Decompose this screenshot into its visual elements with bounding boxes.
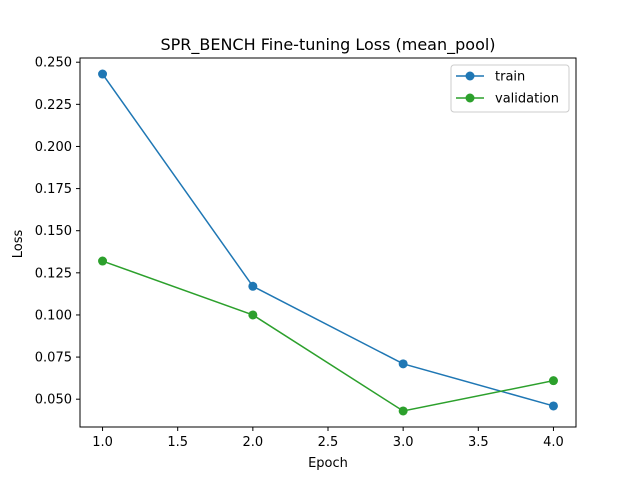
- plot-area: [98, 69, 558, 416]
- y-tick-label: 0.125: [35, 266, 72, 281]
- x-tick-label: 2.5: [318, 435, 339, 450]
- y-tick-label: 0.250: [35, 56, 72, 71]
- data-point-validation: [398, 406, 408, 416]
- x-tick-label: 3.0: [393, 435, 414, 450]
- data-point-train: [248, 281, 258, 291]
- x-axis-label: Epoch: [308, 456, 348, 471]
- legend-label-train: train: [495, 70, 525, 85]
- x-tick-label: 2.0: [243, 435, 264, 450]
- legend-label-validation: validation: [495, 92, 559, 107]
- y-tick-label: 0.150: [35, 224, 72, 239]
- legend-marker-train: [465, 71, 475, 81]
- data-point-train: [398, 359, 408, 369]
- legend: train validation: [450, 64, 570, 113]
- x-tick-label: 3.5: [468, 435, 489, 450]
- data-point-validation: [248, 310, 258, 320]
- y-tick-label: 0.050: [35, 393, 72, 408]
- series-line-train: [101, 73, 554, 407]
- data-point-validation: [98, 256, 108, 266]
- x-tick-label: 1.0: [92, 435, 113, 450]
- data-point-validation: [548, 376, 558, 386]
- x-tick-label: 4.0: [543, 435, 564, 450]
- y-tick-label: 0.200: [35, 140, 72, 155]
- chart-title: SPR_BENCH Fine-tuning Loss (mean_pool): [160, 35, 495, 55]
- data-point-train: [548, 401, 558, 411]
- data-point-train: [98, 69, 108, 79]
- y-axis-label: Loss: [11, 230, 26, 259]
- y-tick-label: 0.100: [35, 308, 72, 323]
- y-tick-label: 0.225: [35, 98, 72, 113]
- y-tick-label: 0.075: [35, 351, 72, 366]
- series-line-validation: [102, 260, 554, 412]
- y-tick-label: 0.175: [35, 182, 72, 197]
- legend-marker-validation: [465, 93, 475, 103]
- x-tick-label: 1.5: [167, 435, 188, 450]
